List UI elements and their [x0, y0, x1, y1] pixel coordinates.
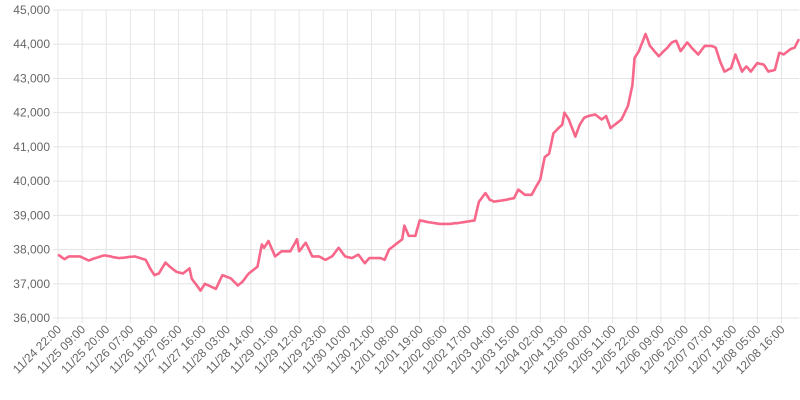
- y-tick-label: 45,000: [13, 3, 50, 17]
- y-tick-label: 43,000: [13, 71, 50, 85]
- y-tick-label: 42,000: [13, 106, 50, 120]
- y-tick-label: 41,000: [13, 140, 50, 154]
- y-tick-label: 38,000: [13, 243, 50, 257]
- y-tick-label: 40,000: [13, 174, 50, 188]
- y-tick-label: 44,000: [13, 37, 50, 51]
- y-tick-label: 39,000: [13, 208, 50, 222]
- data-line: [57, 32, 800, 292]
- y-tick-label: 36,000: [13, 311, 50, 325]
- y-tick-label: 37,000: [13, 277, 50, 291]
